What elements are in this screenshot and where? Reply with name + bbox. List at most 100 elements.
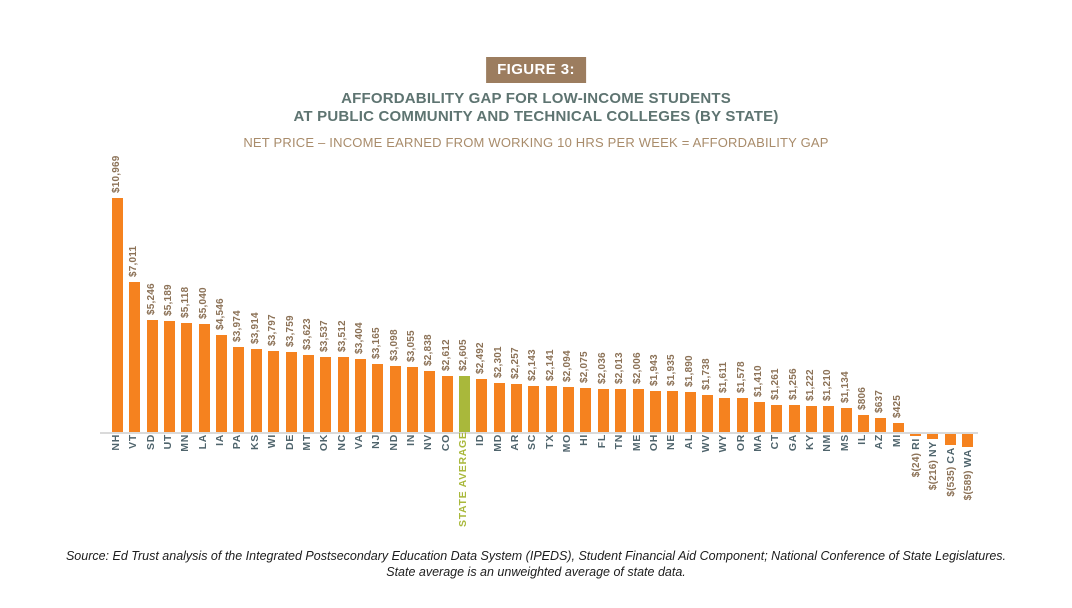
bar-category-label: MS: [838, 434, 851, 452]
bar-category-label: VT: [127, 434, 140, 449]
figure-badge-label: FIGURE 3:: [497, 61, 575, 78]
bar-category-label: SD: [144, 434, 157, 450]
bar-category-label: WA: [962, 448, 975, 467]
bar-category-label: ME: [630, 434, 643, 452]
bar-category-label: IA: [214, 434, 227, 446]
bar-category-label: NC: [335, 434, 348, 451]
x-axis-line: [100, 432, 978, 434]
bar-value-and-category-label: $(216) NY: [926, 441, 939, 534]
bar-value-label: $1,943: [648, 353, 660, 386]
bar-category-label: LA: [196, 434, 209, 450]
bar-category-label: NY: [927, 440, 940, 457]
bar: [840, 407, 852, 432]
bar-value-label: $3,055: [405, 330, 417, 362]
bar: [563, 387, 575, 432]
bar-category-label: OR: [734, 434, 747, 452]
bar: [806, 405, 817, 432]
bar: [216, 335, 228, 432]
bar-value-label: $2,838: [423, 334, 435, 367]
bar-category-label: AL: [682, 434, 695, 450]
bar-value-label: $1,222: [805, 369, 816, 401]
bar-category-label: IL: [856, 434, 869, 445]
bar-category-label: SC: [526, 434, 539, 450]
bar-value-label: $3,914: [249, 311, 261, 344]
bar-category-label: STATE AVERAGE: [457, 431, 469, 527]
bar: [667, 390, 679, 432]
bar: [493, 382, 505, 432]
bar-value-label: $1,611: [718, 361, 730, 393]
bar-category-label: KY: [804, 434, 816, 450]
bar-value-label: $(535): [945, 463, 957, 498]
chart-title-line1: AFFORDABILITY GAP FOR LOW-INCOME STUDENT…: [341, 90, 731, 107]
source-note: Source: Ed Trust analysis of the Integra…: [0, 548, 1072, 580]
bar-category-label: AZ: [873, 434, 886, 450]
bar-category-label: GA: [786, 434, 799, 452]
bar-category-label: WY: [717, 434, 730, 453]
bar-category-label: OH: [647, 434, 660, 452]
bar: [164, 321, 176, 432]
bar: [112, 198, 123, 432]
bar-category-label: OK: [318, 434, 331, 452]
bar: [892, 422, 904, 432]
bar: [597, 388, 609, 432]
bar: [632, 389, 644, 432]
bar: [545, 386, 557, 432]
bar-category-label: VA: [352, 434, 365, 450]
bar: [719, 397, 731, 432]
bar-category-label: MT: [300, 434, 313, 451]
bar-value-label: $7,011: [128, 246, 140, 278]
bar-value-label: $3,098: [388, 329, 400, 361]
bar: [372, 364, 384, 432]
bar: [146, 320, 158, 432]
bar-category-label: HI: [578, 434, 591, 446]
bar: [406, 366, 418, 432]
bar-value-label: $3,623: [301, 317, 313, 350]
bar-category-label: CA: [944, 447, 957, 464]
bar-chart: $10,969 NH $7,011 VT $5,246 SD $5,189 UT $5,118 M…: [100, 150, 990, 527]
bar-value-label: $2,036: [596, 351, 608, 384]
bar: [441, 376, 453, 432]
chart-subtitle: NET PRICE – INCOME EARNED FROM WORKING 1…: [243, 135, 829, 150]
bar-value-label: $(589): [963, 466, 975, 500]
bar-category-label: DE: [283, 434, 296, 450]
bar: [181, 322, 193, 432]
bar: [649, 390, 661, 432]
bar: [354, 359, 366, 432]
bar-value-label: $1,134: [839, 371, 851, 403]
bar-category-label: MI: [890, 434, 903, 448]
bar-value-label: $2,143: [527, 349, 539, 382]
bar: [910, 434, 922, 436]
bar-category-label: MA: [751, 434, 764, 452]
bar-value-label: $3,537: [319, 319, 331, 352]
bar: [858, 414, 870, 432]
bar-value-label: $(216): [928, 456, 940, 490]
bar: [250, 348, 262, 432]
bar-value-label: $806: [857, 386, 869, 410]
bar: [580, 387, 592, 432]
bar: [615, 389, 627, 432]
bar: [788, 405, 800, 432]
bar: [198, 324, 210, 432]
bar-category-label: FL: [595, 434, 608, 449]
bar: [320, 356, 332, 432]
bar-category-label: UT: [162, 434, 175, 450]
bar-value-label: $1,578: [735, 361, 747, 394]
bar-category-label: PA: [231, 434, 244, 450]
bar-category-label: NJ: [370, 434, 383, 449]
bar-value-label: $1,210: [822, 369, 834, 402]
bar-value-and-category-label: $(589) WA: [961, 449, 974, 542]
bar-category-label: NV: [422, 434, 435, 450]
bar-value-label: $2,605: [458, 339, 469, 372]
bar: [389, 365, 401, 432]
bar-value-label: $1,261: [770, 368, 782, 401]
bar-value-label: $1,256: [787, 368, 799, 401]
bar-value-label: $2,301: [492, 346, 504, 378]
source-note-line1: Source: Ed Trust analysis of the Integra…: [65, 549, 1007, 563]
bar: [511, 383, 523, 432]
bar: [528, 386, 540, 432]
bar-value-label: $5,189: [163, 284, 175, 317]
source-note-line2: State average is an unweighted average o…: [386, 565, 686, 579]
bar-value-label: $2,013: [614, 352, 626, 385]
bar-value-and-category-label: $(24) RI: [909, 438, 922, 531]
figure-badge: FIGURE 3:: [486, 57, 586, 83]
